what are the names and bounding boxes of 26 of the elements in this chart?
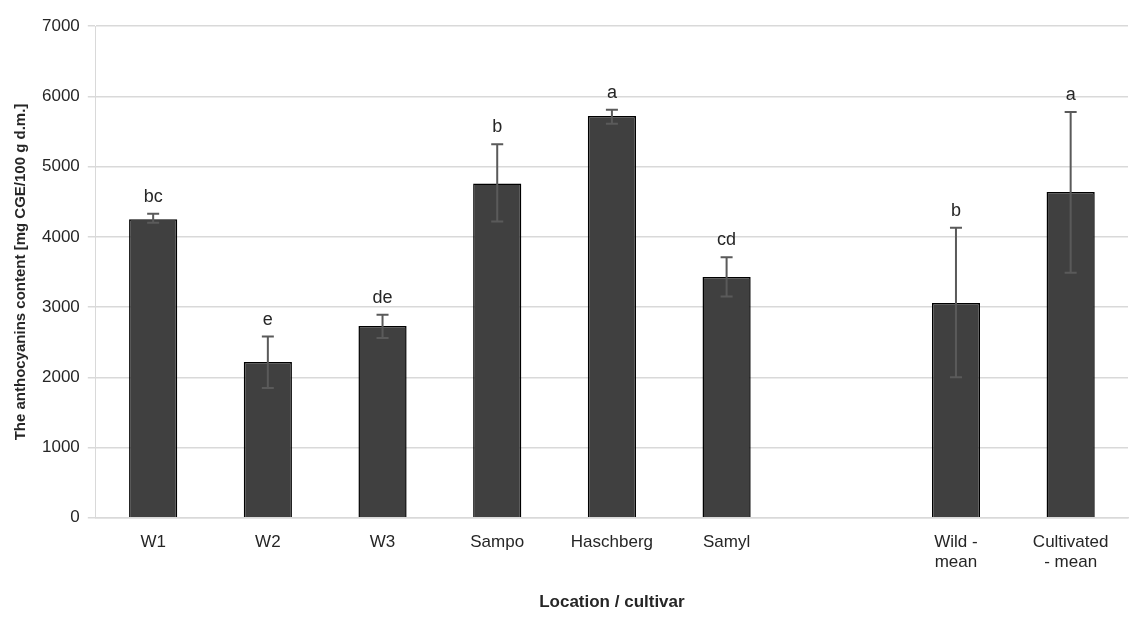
x-tick-label: W1 <box>140 531 166 551</box>
annotation: de <box>372 286 393 307</box>
y-tick-label: 3000 <box>41 296 80 316</box>
annotation: e <box>262 308 273 329</box>
annotation: a <box>606 81 618 102</box>
y-tick-label: 1000 <box>41 437 80 457</box>
x-axis-title: Location / cultivar <box>539 592 686 612</box>
annotation: a <box>1065 83 1077 104</box>
x-tick-label: W2 <box>255 531 281 551</box>
annotation: b <box>950 199 961 220</box>
y-tick-label: 7000 <box>41 15 80 35</box>
annotation: b <box>492 116 503 137</box>
y-tick-label: 6000 <box>41 86 80 106</box>
y-axis-title: The anthocyanins content [mg CGE/100 g d.m.] <box>11 103 29 441</box>
y-tick-label: 4000 <box>41 226 80 246</box>
x-tick-label: Haschberg <box>570 531 654 551</box>
x-tick-label: Samyl <box>702 531 751 551</box>
x-tick-label: Cultivated - mean <box>1032 531 1109 572</box>
x-tick-label: W3 <box>369 531 396 551</box>
annotation: cd <box>717 229 737 250</box>
y-tick-label: 2000 <box>41 367 80 387</box>
annotation: bc <box>143 185 163 206</box>
y-tick-label: 5000 <box>41 156 80 176</box>
x-tick-label: Sampo <box>470 531 525 551</box>
y-tick-label: 0 <box>70 507 80 527</box>
x-tick-label: Wild - mean <box>934 531 978 572</box>
